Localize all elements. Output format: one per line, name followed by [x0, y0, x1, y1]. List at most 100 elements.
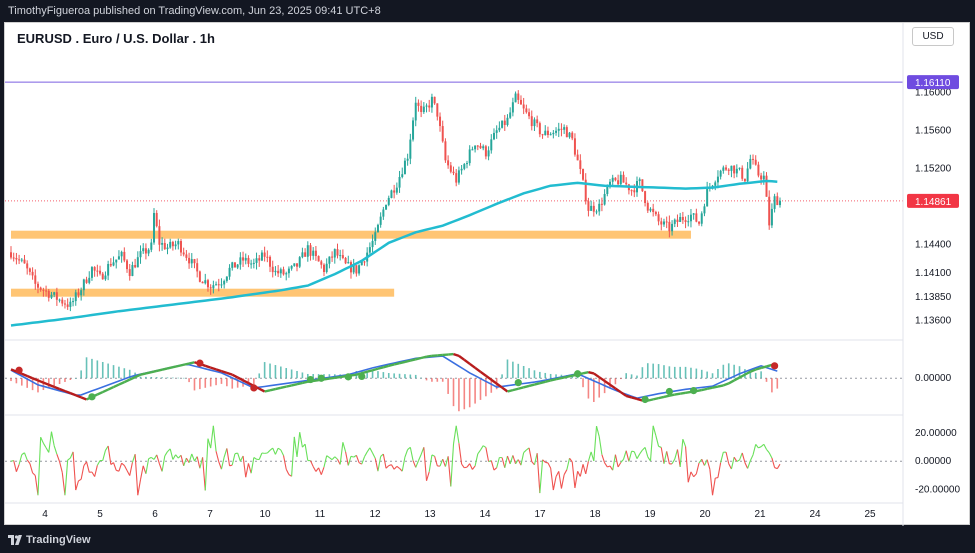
- candle-body: [552, 132, 555, 135]
- candle-body: [716, 176, 719, 183]
- chart-canvas[interactable]: 1.16000 1.15600 1.15200 1.14400 1.14100 1.138…: [5, 23, 971, 526]
- candle-body: [746, 168, 749, 182]
- candle-body: [487, 150, 490, 157]
- momentum-line-segment: [158, 463, 163, 472]
- histogram-bar: [393, 373, 395, 379]
- momentum-line-segment: [104, 445, 109, 451]
- oscillator-slow-segment: [663, 394, 670, 399]
- histogram-bar: [58, 378, 61, 385]
- momentum-line-segment: [461, 463, 465, 469]
- histogram-bar: [96, 360, 99, 379]
- momentum-line-segment: [649, 425, 654, 461]
- price-axis-label: 1.16000: [915, 88, 952, 99]
- momentum-line-segment: [142, 465, 147, 474]
- momentum-line-segment: [755, 444, 759, 449]
- histogram-bar: [382, 372, 385, 379]
- oscillator-slow-segment: [474, 366, 482, 373]
- momentum-line-segment: [725, 452, 730, 464]
- momentum-line-segment: [736, 459, 740, 462]
- oscillator-axis-label: 0.00000: [915, 373, 952, 384]
- time-axis-label: 10: [259, 509, 271, 520]
- momentum-line-segment: [23, 452, 28, 461]
- momentum-line-segment: [329, 457, 333, 461]
- momentum-line-segment: [426, 471, 430, 481]
- momentum-line-segment: [102, 450, 106, 461]
- momentum-line-segment: [709, 469, 714, 496]
- candle-body: [61, 299, 64, 304]
- histogram-bar: [215, 378, 217, 386]
- momentum-line-segment: [274, 447, 279, 455]
- histogram-bar: [646, 363, 649, 379]
- momentum-line-segment: [212, 425, 217, 452]
- candle-body: [471, 149, 474, 151]
- crossover-marker: [574, 370, 582, 378]
- candle-body: [312, 250, 315, 256]
- histogram-bar: [199, 378, 201, 390]
- candle-body: [765, 175, 768, 197]
- candle-body: [573, 138, 576, 155]
- candle-body: [698, 221, 701, 224]
- time-axis-label: 25: [864, 509, 876, 520]
- momentum-line-segment: [501, 457, 506, 468]
- time-axis-label: 7: [207, 509, 213, 520]
- momentum-line-segment: [612, 454, 616, 471]
- momentum-line-segment: [749, 454, 754, 462]
- oscillator-slow-segment: [237, 376, 244, 382]
- candle-body: [582, 169, 585, 180]
- candle-body: [320, 261, 323, 265]
- oscillator-slow-segment: [350, 373, 357, 377]
- histogram-bar: [258, 373, 261, 379]
- candle-body: [266, 256, 269, 258]
- momentum-line-segment: [450, 443, 455, 487]
- candle-body: [166, 247, 169, 250]
- candle-body: [301, 252, 304, 258]
- time-axis-label: 13: [424, 509, 436, 520]
- currency-button[interactable]: USD: [912, 27, 954, 46]
- histogram-bar: [501, 374, 503, 379]
- momentum-line-segment: [75, 480, 79, 491]
- momentum-line-segment: [126, 470, 131, 476]
- oscillator-slow-segment: [652, 396, 659, 401]
- oscillator-slow-segment: [588, 370, 595, 375]
- candle-body: [236, 264, 239, 268]
- candle-body: [223, 280, 226, 285]
- momentum-line-segment: [458, 443, 463, 465]
- candle-body: [519, 99, 522, 105]
- oscillator-slow-segment: [550, 378, 557, 382]
- candle-body: [134, 265, 137, 268]
- candle-body: [74, 292, 77, 302]
- histogram-bar: [652, 363, 654, 379]
- histogram-bar: [139, 376, 142, 379]
- momentum-line-segment: [469, 463, 473, 470]
- momentum-line-segment: [231, 453, 236, 466]
- histogram-bar: [636, 375, 638, 379]
- candle-body: [198, 271, 201, 282]
- candle-body: [333, 249, 336, 258]
- candle-body: [42, 289, 45, 291]
- histogram-bar: [307, 373, 309, 379]
- momentum-line-segment: [674, 449, 678, 460]
- histogram-bar: [420, 377, 422, 379]
- candle-body: [77, 292, 80, 296]
- candle-body: [209, 287, 212, 289]
- histogram-bar: [754, 372, 757, 379]
- candle-body: [252, 262, 255, 264]
- chart-panel[interactable]: 1.16000 1.15600 1.15200 1.14400 1.14100 1.138…: [4, 22, 971, 526]
- histogram-bar: [280, 366, 282, 379]
- candle-body: [144, 248, 147, 254]
- candle-body: [298, 257, 301, 267]
- momentum-line-segment: [336, 458, 341, 465]
- candle-body: [82, 279, 85, 291]
- histogram-bar: [663, 365, 665, 379]
- candle-body: [36, 283, 39, 288]
- histogram-bar: [301, 372, 304, 379]
- oscillator-slow-segment: [669, 393, 676, 397]
- momentum-line-segment: [247, 463, 252, 474]
- momentum-line-segment: [512, 455, 517, 464]
- histogram-bar: [620, 378, 622, 380]
- momentum-line-segment: [202, 457, 206, 491]
- histogram-bar: [377, 371, 379, 379]
- histogram-bar: [80, 370, 82, 379]
- histogram-bar: [150, 377, 153, 379]
- candle-body: [600, 203, 603, 205]
